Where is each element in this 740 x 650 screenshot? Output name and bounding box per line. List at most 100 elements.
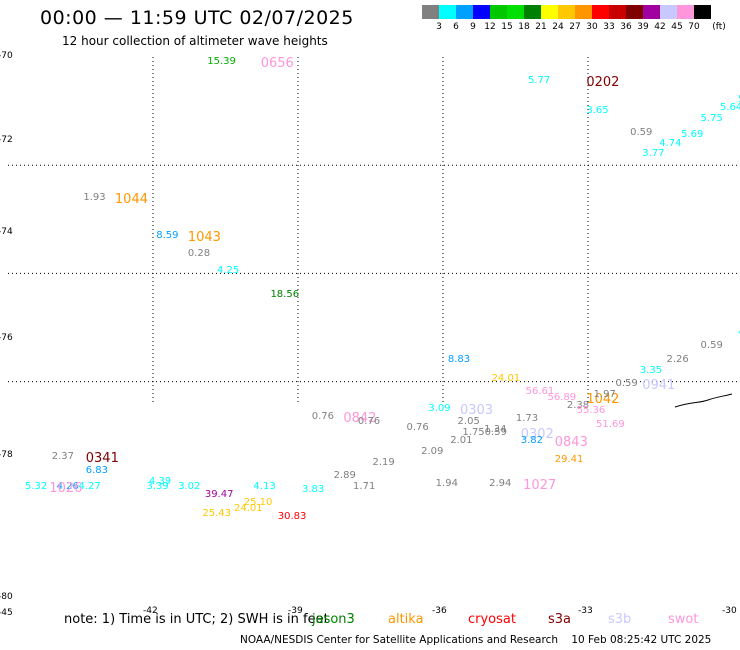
legend-swatch (575, 5, 592, 19)
wave-height-value: 8.59 (156, 229, 179, 241)
footer-credit: NOAA/NESDIS Center for Satellite Applica… (240, 634, 711, 646)
wave-height-value: 24.01 (491, 372, 521, 384)
legend-swatch (558, 5, 575, 19)
legend-label: 18 (518, 22, 530, 32)
pass-time-label: 0842 (343, 410, 377, 426)
longitude-label: -42 (143, 606, 158, 616)
footer-note: note: 1) Time is in UTC; 2) SWH is in fe… (64, 612, 329, 627)
latitude-label: -80 (0, 592, 13, 602)
wave-height-value: 1.93 (83, 191, 106, 203)
pass-time-label: 0843 (554, 435, 588, 451)
wave-height-value: 2.01 (450, 435, 473, 447)
wave-height-value: 25.43 (202, 508, 232, 520)
pass-time-label: 1026 (49, 481, 83, 497)
pass-time-label: 0341 (85, 451, 119, 467)
wave-height-value: 51.69 (596, 418, 625, 430)
wave-height-value: 0.59 (630, 126, 653, 138)
wave-height-value: 56.89 (547, 391, 577, 403)
pass-time-label: 1042 (586, 391, 620, 407)
wave-height-value: 5.6 (738, 94, 740, 106)
wave-height-value: 2.94 (489, 478, 512, 490)
legend-swatch (677, 5, 694, 19)
map-subtitle: 12 hour collection of altimeter wave hei… (62, 34, 328, 48)
wave-height-value: 3.39 (146, 481, 169, 493)
wave-height-value: 18.56 (270, 289, 300, 301)
legend-label: 36 (620, 22, 632, 32)
wave-height-value: 1.73 (515, 413, 539, 425)
longitude-label: -33 (578, 606, 593, 616)
wave-height-value: 3.09 (428, 402, 451, 414)
wave-height-value: 15.39 (207, 56, 236, 68)
wave-height-value: 0.59 (700, 340, 723, 352)
satellite-altika: altika (388, 612, 424, 627)
pass-time-label: 0302 (520, 426, 554, 442)
wave-height-value: 0.76 (406, 421, 429, 433)
satellite-s3a: s3a (548, 612, 572, 627)
wave-height-value: 3.35 (639, 364, 663, 376)
legend-swatch (694, 5, 711, 19)
credit-text: NOAA/NESDIS Center for Satellite Applica… (240, 634, 558, 646)
wave-height-value: 25.10 (243, 497, 273, 509)
wave-height-value: 29.41 (554, 454, 584, 466)
wave-height-value: 24.01 (233, 502, 263, 514)
wave-height-value: 4 (738, 327, 740, 339)
wave-height-value: 30.83 (277, 510, 307, 522)
longitude-label: -45 (0, 608, 13, 618)
satellite-swot: swot (668, 612, 699, 627)
longitude-label: -39 (288, 606, 303, 616)
longitude-label: -36 (432, 606, 447, 616)
legend-label: 45 (671, 22, 683, 32)
legend-swatch (541, 5, 558, 19)
wave-height-value: 4.74 (659, 137, 682, 149)
satellite-jason3: jason3 (312, 612, 355, 627)
legend-label: 39 (637, 22, 649, 32)
legend-label: 21 (535, 22, 547, 32)
legend-swatch (507, 5, 524, 19)
coastline (674, 393, 733, 408)
legend-swatch (490, 5, 507, 19)
longitude-label: -30 (722, 606, 737, 616)
wave-height-value: 2.37 (51, 451, 74, 463)
pass-time-label: 0656 (260, 56, 294, 72)
wave-height-value: 5.69 (681, 129, 704, 141)
legend-label: 9 (470, 22, 476, 32)
pass-time-label: 1043 (187, 229, 221, 245)
legend-swatch (643, 5, 660, 19)
wave-height-value: 1.97 (593, 389, 616, 401)
satellite-s3b: s3b (608, 612, 632, 627)
wave-height-value: 1.34 (484, 424, 507, 436)
legend-label: 42 (654, 22, 666, 32)
wave-height-value: 5.75 (700, 113, 723, 125)
legend-label: 6 (453, 22, 459, 32)
latitude-label: -74 (0, 227, 13, 237)
legend-swatch (456, 5, 473, 19)
legend-swatch (626, 5, 643, 19)
wave-height-value: 0.28 (187, 248, 211, 260)
legend-swatch (660, 5, 677, 19)
wave-height-value: 1.71 (353, 481, 376, 493)
wave-height-value: 3.02 (178, 481, 201, 493)
legend-label: 27 (569, 22, 581, 32)
legend-swatch (422, 5, 439, 19)
wave-height-value: 39.47 (204, 489, 234, 501)
wave-height-value: 55.36 (576, 405, 606, 417)
wave-height-value: 4.39 (148, 475, 172, 487)
satellite-cryosat: cryosat (468, 612, 516, 627)
wave-height-value: 4.26 (56, 481, 79, 493)
pass-time-label: 1044 (114, 191, 148, 207)
graticule (8, 57, 740, 405)
wave-height-value: 2.89 (333, 470, 356, 482)
legend-swatch (524, 5, 541, 19)
wave-height-value: 5.64 (719, 102, 740, 114)
legend-label: 33 (603, 22, 615, 32)
legend-label: 3 (436, 22, 442, 32)
legend-label: 30 (586, 22, 598, 32)
legend-label: 24 (552, 22, 564, 32)
wave-height-value: 4.27 (78, 481, 101, 493)
wave-height-value: 1.94 (435, 478, 458, 490)
pass-time-label: 1027 (523, 478, 557, 494)
wave-height-value: 2.19 (372, 456, 395, 468)
legend-unit: (ft) (712, 22, 726, 32)
wave-height-value: 2.09 (421, 445, 444, 457)
